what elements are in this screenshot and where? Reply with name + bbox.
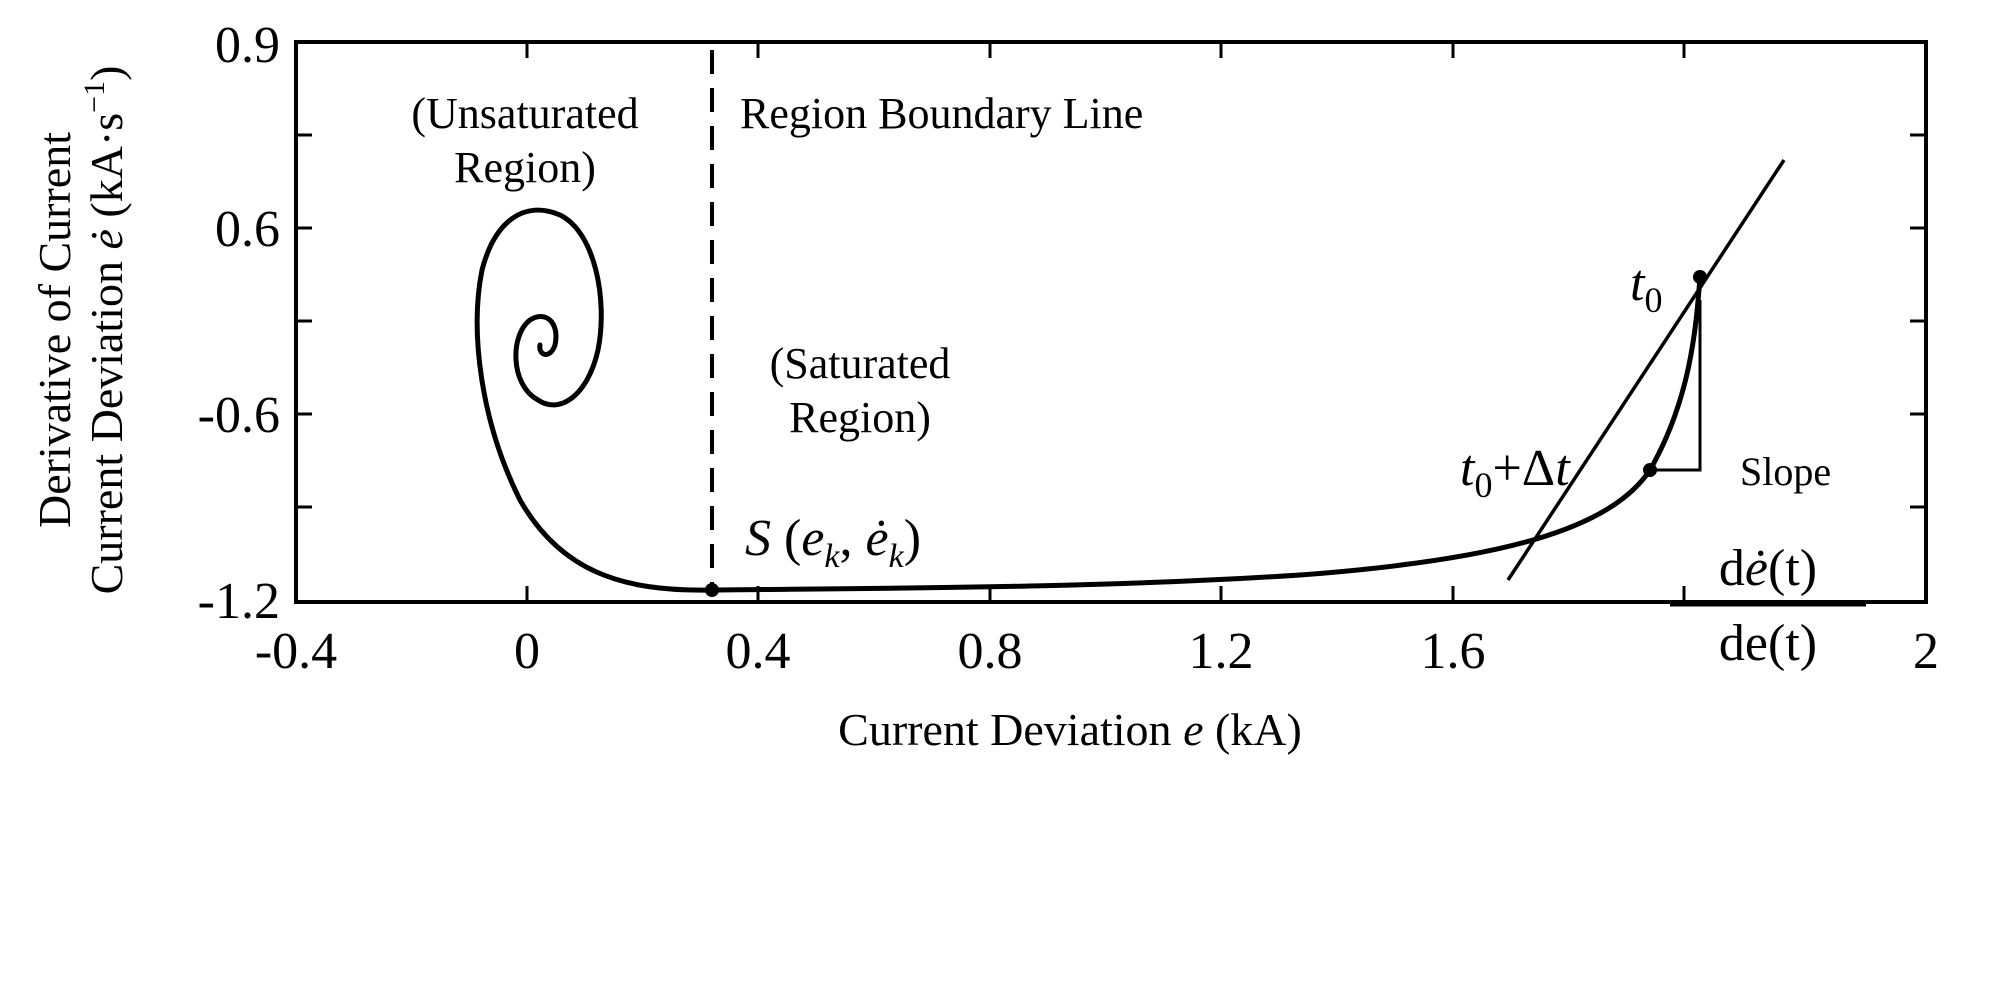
annotation-saturated-line2: Region): [789, 393, 931, 442]
annotation-t0-plus-dt: t0+Δt: [1460, 440, 1571, 505]
y-tick-label: -1.2: [198, 573, 280, 630]
annotation-t0: t0: [1630, 255, 1662, 320]
annotation-region-boundary: Region Boundary Line: [740, 89, 1143, 138]
y-axis-ticks: [296, 133, 1926, 509]
tangent-line: [1506, 159, 1786, 581]
annotation-point-s: S (ek, ėk): [745, 510, 921, 575]
x-tick-label: 2: [1913, 623, 1939, 680]
slope-triangle: [1650, 300, 1702, 472]
x-tick-labels: -0.4 0 0.4 0.8 1.2 1.6 2: [255, 623, 1939, 680]
y-tick-label: 0.9: [215, 17, 280, 74]
annotation-slope: Slope: [1740, 449, 1831, 494]
annotation-unsaturated-line1: (Unsaturated: [411, 89, 638, 138]
x-axis-ticks: [525, 42, 1686, 602]
point-t0: [1693, 270, 1707, 284]
point-t0-plus-dt: [1643, 463, 1657, 477]
phase-trajectory-curve: [474, 207, 1703, 593]
x-tick-label: 0.8: [958, 623, 1023, 680]
x-tick-label: -0.4: [255, 623, 337, 680]
y-tick-label: 0.6: [215, 201, 280, 258]
y-axis-title-line1: Derivative of Current: [29, 132, 80, 528]
y-axis-title-line2: Current Deviation ė (kA·s−1): [78, 66, 132, 595]
y-tick-labels: 0.9 0.6 -0.6 -1.2: [198, 17, 280, 630]
y-tick-label: -0.6: [198, 387, 280, 444]
annotation-unsaturated-line2: Region): [454, 143, 596, 192]
annotation-slope-fraction: dė(t) de(t): [1670, 540, 1866, 672]
x-tick-label: 0.4: [726, 623, 791, 680]
fraction-denominator: de(t): [1719, 615, 1817, 672]
fraction-numerator: dė(t): [1719, 540, 1817, 597]
x-axis-title: Current Deviation e (kA): [838, 704, 1302, 755]
y-axis-title: Derivative of Current Current Deviation …: [29, 66, 132, 595]
point-s: [705, 583, 719, 597]
x-tick-label: 1.6: [1421, 623, 1486, 680]
annotation-saturated-line1: (Saturated: [770, 339, 951, 388]
x-tick-label: 0: [514, 623, 540, 680]
x-tick-label: 1.2: [1189, 623, 1254, 680]
